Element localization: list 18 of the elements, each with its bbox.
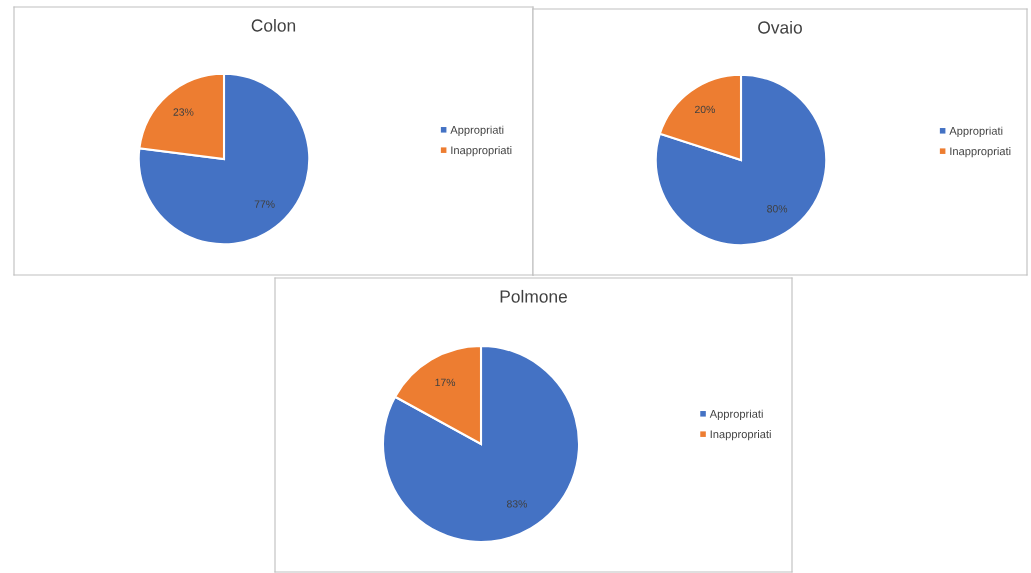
legend-label: Inappropriati [950,147,1011,158]
pie-slice [381,344,581,544]
data-label: 77% [254,200,275,208]
legend-label: Inappropriati [710,430,771,441]
legend-label: Appropriati [949,126,1003,137]
legend-label: Inappropriati [451,146,512,157]
pie-slice [137,72,311,246]
legend-label: Appropriati [709,409,763,420]
data-label: 20% [695,105,715,114]
chart-title: Polmone [500,289,567,303]
data-label: 17% [435,378,456,386]
legend-label: Appropriati [450,125,504,136]
pie-slice [654,73,828,247]
data-label: 80% [767,205,788,213]
data-label: 83% [506,500,527,508]
chart-title: Colon [251,18,296,32]
chart-title: Ovaio [758,20,802,34]
data-label: 23% [173,108,194,116]
